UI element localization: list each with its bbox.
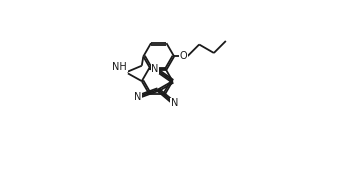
Text: N: N xyxy=(171,98,178,108)
Text: N: N xyxy=(151,64,159,74)
Text: NH: NH xyxy=(113,62,127,72)
Text: O: O xyxy=(180,52,187,62)
Text: N: N xyxy=(134,92,141,102)
